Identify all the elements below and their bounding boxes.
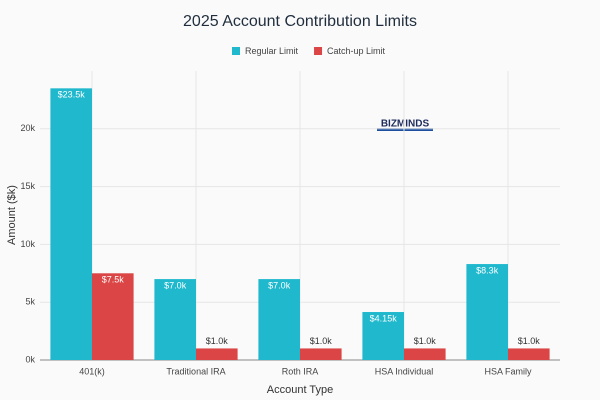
value-label: $8.3k xyxy=(476,265,499,275)
bar xyxy=(196,348,238,360)
value-label: $1.0k xyxy=(310,336,333,346)
watermark: BIZMINDS xyxy=(381,119,430,130)
x-tick-label: Roth IRA xyxy=(282,366,319,376)
value-label: $7.0k xyxy=(268,280,291,290)
value-label: $1.0k xyxy=(518,336,541,346)
x-tick-label: Traditional IRA xyxy=(166,366,225,376)
x-axis-title: Account Type xyxy=(267,384,333,396)
value-label: $1.0k xyxy=(206,336,229,346)
bar xyxy=(258,279,300,360)
bar xyxy=(154,279,196,360)
bar xyxy=(92,273,134,360)
x-tick-label: HSA Family xyxy=(484,366,532,376)
y-tick-label: 0k xyxy=(25,354,35,364)
legend-swatch xyxy=(232,47,240,55)
value-label: $23.5k xyxy=(58,90,86,100)
bar xyxy=(50,88,92,360)
legend-label: Regular Limit xyxy=(245,46,299,56)
value-label: $7.0k xyxy=(164,280,187,290)
value-label: $7.5k xyxy=(102,275,125,285)
y-tick-label: 15k xyxy=(20,181,35,191)
legend-swatch xyxy=(314,47,323,55)
bar xyxy=(362,312,404,360)
y-tick-label: 10k xyxy=(20,239,35,249)
y-tick-label: 20k xyxy=(20,123,35,133)
y-tick-label: 5k xyxy=(25,297,35,307)
value-label: $4.15k xyxy=(370,313,398,323)
legend-label: Catch-up Limit xyxy=(327,46,386,56)
y-axis-title: Amount ($k) xyxy=(6,185,18,245)
bar xyxy=(508,348,550,360)
value-label: $1.0k xyxy=(414,336,437,346)
chart-title: 2025 Account Contribution Limits xyxy=(183,13,417,30)
bar xyxy=(466,264,508,360)
x-tick-label: 401(k) xyxy=(79,366,105,376)
x-tick-label: HSA Individual xyxy=(375,366,434,376)
bar xyxy=(404,348,446,360)
watermark-bar xyxy=(377,128,433,131)
bar xyxy=(300,348,342,360)
